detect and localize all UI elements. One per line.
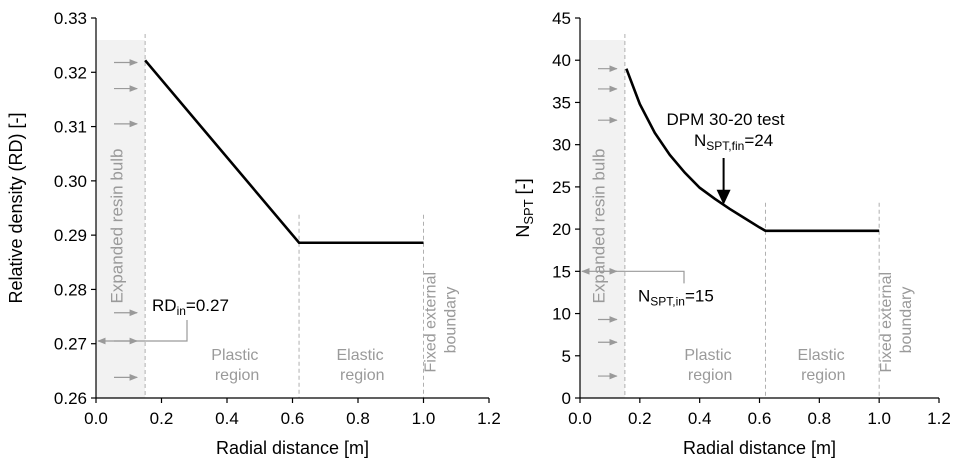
x-tick-label: 0.8 xyxy=(346,409,370,428)
y-tick-label: 10 xyxy=(552,305,571,324)
annotation-dpm-test: DPM 30-20 test NSPT,fin=24 xyxy=(667,110,785,205)
x-tick-label: 1.2 xyxy=(477,409,501,428)
svg-text:NSPT,fin=24: NSPT,fin=24 xyxy=(694,131,773,153)
elastic-label-right: Elastic region xyxy=(798,347,850,384)
y-tick-label: 45 xyxy=(552,9,571,28)
bulb-label-left: Expanded resin bulb xyxy=(108,148,127,303)
x-tick-label: 0.4 xyxy=(688,409,712,428)
x-tick-label: 0.2 xyxy=(150,409,174,428)
axes-left: 0.0 0.2 0.4 0.6 0.8 1.0 1.2 0.260.270.280.290.… xyxy=(6,9,501,458)
y-tick-label: 35 xyxy=(552,93,571,112)
y-tick-label: 25 xyxy=(552,178,571,197)
plastic-label-left: Plastic region xyxy=(211,347,263,384)
y-axis-label-right: NSPT [-] xyxy=(513,178,536,237)
y-tick-label: 0.29 xyxy=(54,226,87,245)
region-dividers-left xyxy=(144,34,424,398)
x-tick-label: 0.4 xyxy=(215,409,239,428)
y-tick-label: 20 xyxy=(552,220,571,239)
x-tick-label: 0.0 xyxy=(84,409,108,428)
x-ticks-right: 0.0 0.2 0.4 0.6 0.8 1.0 1.2 xyxy=(568,398,951,428)
annotation-nspt-initial: NSPT,in=15 xyxy=(581,267,714,308)
x-axis-label-right: Radial distance [m] xyxy=(683,438,836,458)
region-labels-left: Expanded resin bulb Plastic region Elast… xyxy=(108,148,460,384)
svg-text:RDin=0.27: RDin=0.27 xyxy=(152,296,229,318)
region-dividers-right xyxy=(624,34,880,398)
bulb-label-right: Expanded resin bulb xyxy=(589,148,608,303)
x-tick-label: 0.6 xyxy=(281,409,305,428)
x-axis-label-left: Radial distance [m] xyxy=(216,438,369,458)
x-tick-label: 0.8 xyxy=(808,409,832,428)
chart-right: Expanded resin bulb Plastic region Elast… xyxy=(513,9,951,458)
plastic-label-right: Plastic region xyxy=(684,347,736,384)
x-tick-label: 0.6 xyxy=(748,409,772,428)
series-line-left xyxy=(144,59,424,245)
series-line-right xyxy=(625,68,880,233)
y-ticks-left: 0.26 0.27 0.28 0.29 0.30 0.31 0.32 0.33 xyxy=(54,9,96,408)
y-tick-label: 0.27 xyxy=(54,335,87,354)
y-tick-label: 0.28 xyxy=(54,280,87,299)
y-tick-label: 0.33 xyxy=(54,9,87,28)
y-tick-label: 0.31 xyxy=(54,118,87,137)
x-ticks-left: 0.0 0.2 0.4 0.6 0.8 1.0 1.2 xyxy=(84,398,501,428)
y-tick-label: 0.30 xyxy=(54,172,87,191)
x-tick-label: 0.0 xyxy=(568,409,592,428)
x-tick-label: 0.2 xyxy=(628,409,652,428)
bulb-region-right xyxy=(580,40,625,398)
y-tick-label: 0 xyxy=(562,389,571,408)
boundary-label-right: Fixed external boundary xyxy=(878,268,915,373)
x-tick-label: 1.0 xyxy=(412,409,436,428)
y-tick-label: 0.26 xyxy=(54,389,87,408)
elastic-label-left: Elastic region xyxy=(336,347,388,384)
y-tick-label: 15 xyxy=(552,262,571,281)
y-axis-label-left: Relative density (RD) [-] xyxy=(6,112,26,303)
region-labels-right: Expanded resin bulb Plastic region Elast… xyxy=(589,148,915,384)
y-tick-label: 0.32 xyxy=(54,63,87,82)
y-tick-label: 30 xyxy=(552,136,571,155)
svg-text:DPM 30-20 test: DPM 30-20 test xyxy=(667,110,785,129)
boundary-label-left: Fixed external boundary xyxy=(423,268,460,373)
x-tick-label: 1.2 xyxy=(927,409,951,428)
svg-text:NSPT,in=15: NSPT,in=15 xyxy=(638,286,714,308)
axes-right: 0.0 0.2 0.4 0.6 0.8 1.0 1.2 0 5 10 15 20 25 30 35 40 45… xyxy=(513,9,951,458)
x-tick-label: 1.0 xyxy=(867,409,891,428)
y-ticks-right: 0 5 10 15 20 25 30 35 40 45 xyxy=(552,9,580,408)
y-tick-label: 40 xyxy=(552,51,571,70)
annotation-rd-initial: RDin=0.27 xyxy=(97,296,229,345)
y-tick-label: 5 xyxy=(562,347,571,366)
chart-left: Expanded resin bulb Plastic region Elast… xyxy=(6,9,501,458)
